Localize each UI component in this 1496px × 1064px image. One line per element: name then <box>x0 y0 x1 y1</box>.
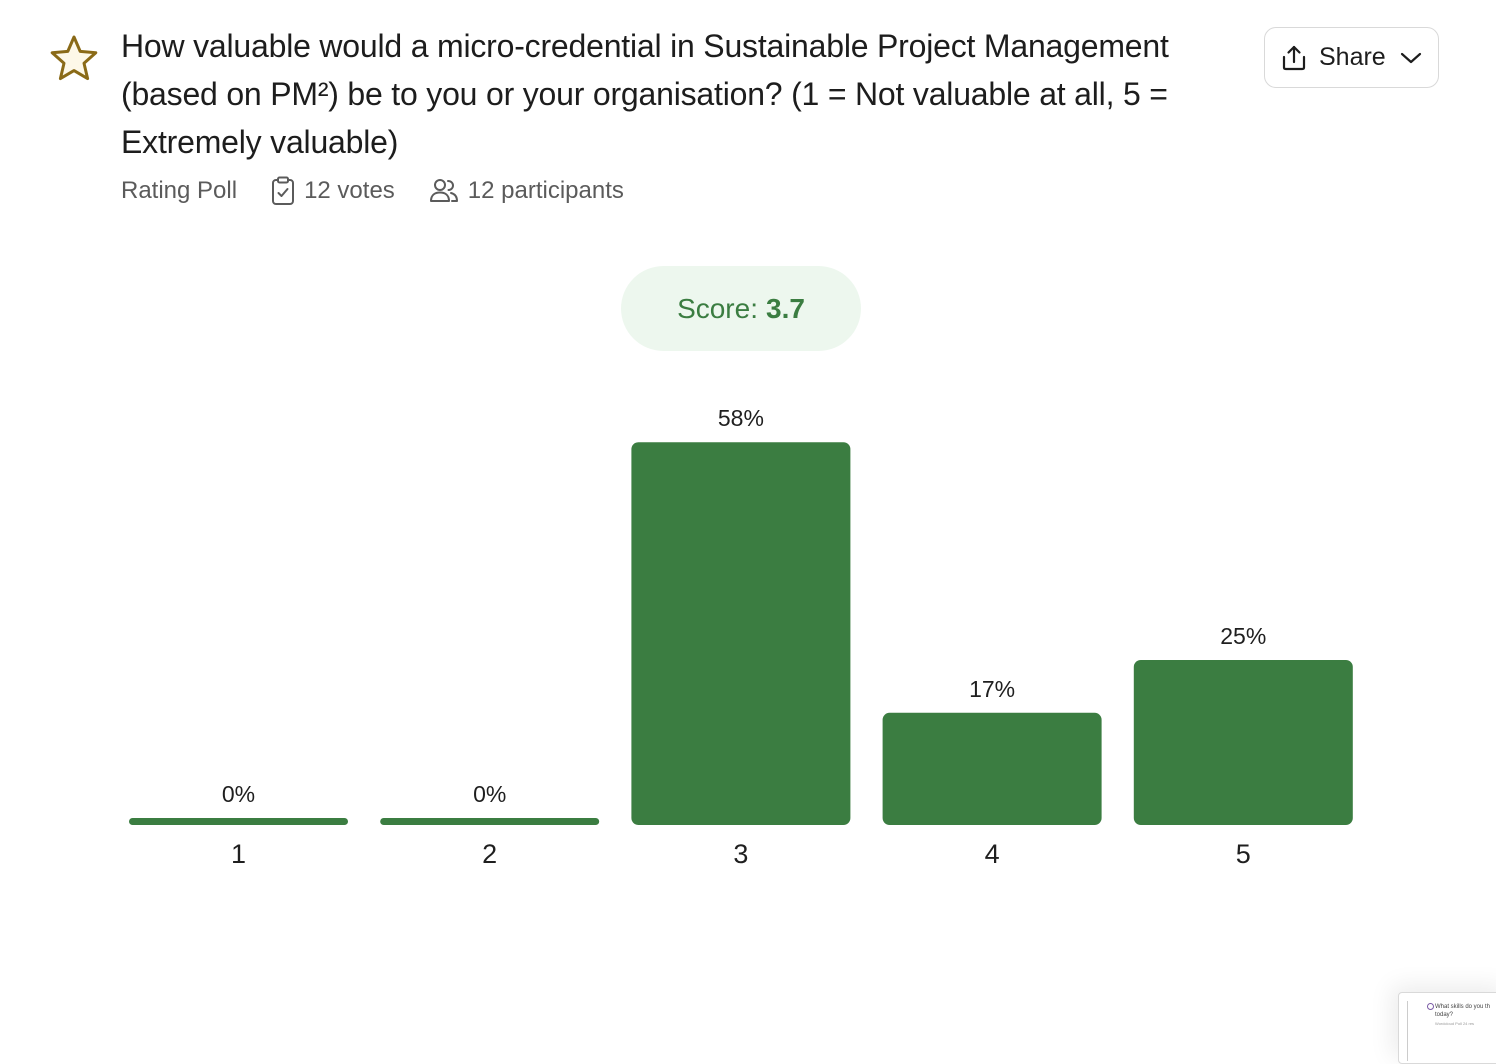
poll-type: Rating Poll <box>121 177 237 205</box>
users-icon <box>429 179 458 202</box>
chevron-down-icon <box>1400 52 1421 63</box>
score-label: Score: <box>677 292 758 324</box>
bar-rating-4 <box>882 712 1102 825</box>
participants-label: 12 participants <box>467 177 624 204</box>
wordcloud-icon <box>1427 1003 1434 1010</box>
poll-type-label: Rating Poll <box>121 177 238 204</box>
score-badge: Score: 3.7 <box>621 266 861 351</box>
thumbnail-meta: Wordcloud Poll 24 res <box>1435 1021 1475 1026</box>
category-label: 4 <box>985 839 1000 869</box>
bar-rating-1 <box>129 818 348 825</box>
bar-value-label: 25% <box>1220 623 1266 649</box>
upload-icon <box>1282 45 1306 70</box>
bar-value-label: 58% <box>718 405 764 431</box>
poll-meta: Rating Poll 12 votes 12 participants <box>121 176 658 206</box>
participants-count: 12 participants <box>429 177 624 205</box>
bar-value-label: 17% <box>969 676 1015 702</box>
thumbnail-frame <box>1407 1001 1496 1061</box>
votes-count: 12 votes <box>271 176 395 206</box>
bar-rating-3 <box>631 442 851 825</box>
bar-rating-5 <box>1133 660 1353 825</box>
star-icon <box>50 35 98 81</box>
bar-rating-2 <box>380 818 600 825</box>
thumbnail-title: What skills do you th today? <box>1435 1004 1491 1018</box>
category-label: 5 <box>1236 839 1251 869</box>
bar-value-label: 0% <box>222 781 255 807</box>
bar-value-label: 0% <box>473 781 506 807</box>
category-label: 1 <box>231 839 246 869</box>
question-title: How valuable would a micro-credential in… <box>121 28 1169 160</box>
category-label: 3 <box>733 839 748 869</box>
category-label: 2 <box>482 839 497 869</box>
next-slide-thumbnail[interactable]: What skills do you th today? Wordcloud P… <box>1398 992 1496 1064</box>
share-label: Share <box>1319 43 1386 71</box>
votes-label: 12 votes <box>304 177 395 204</box>
rating-bar-chart: 0% 1 0% 2 58% 3 17% 4 25% 5 <box>129 405 1353 869</box>
share-button[interactable]: Share <box>1264 27 1439 88</box>
score-value: 3.7 <box>766 292 805 324</box>
clipboard-check-icon <box>272 176 295 205</box>
